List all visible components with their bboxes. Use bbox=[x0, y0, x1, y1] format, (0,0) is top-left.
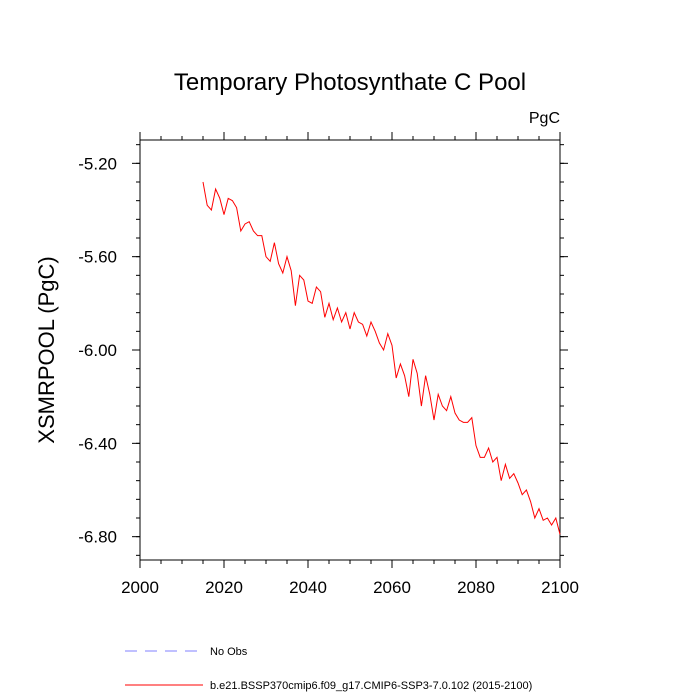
legend: No Obs b.e21.BSSP370cmip6.f09_g17.CMIP6-S… bbox=[125, 646, 532, 692]
units-label: PgC bbox=[529, 110, 560, 127]
chart-title: Temporary Photosynthate C Pool bbox=[174, 69, 526, 96]
x-tick-label: 2100 bbox=[541, 578, 579, 597]
legend-label-0: No Obs bbox=[210, 646, 248, 658]
y-tick-label: -6.00 bbox=[78, 341, 117, 360]
y-tick-label: -6.40 bbox=[78, 434, 117, 453]
plot-frame bbox=[139, 139, 561, 561]
x-tick-label: 2060 bbox=[373, 578, 411, 597]
legend-label-1: b.e21.BSSP370cmip6.f09_g17.CMIP6-SSP3-7.… bbox=[210, 680, 532, 692]
x-tick-label: 2000 bbox=[121, 578, 159, 597]
y-tick-label: -6.80 bbox=[78, 528, 117, 547]
series-line-1 bbox=[202, 181, 561, 535]
axis-tick-labels: 2000 2020 2040 2060 2080 2100 -5.20 -5.60 -6.00 -… bbox=[78, 154, 579, 597]
y-axis-label: XSMRPOOL (PgC) bbox=[34, 256, 59, 443]
x-tick-label: 2040 bbox=[289, 578, 327, 597]
axis-ticks bbox=[132, 132, 568, 568]
x-tick-label: 2020 bbox=[205, 578, 243, 597]
x-tick-label: 2080 bbox=[457, 578, 495, 597]
y-tick-label: -5.20 bbox=[78, 154, 117, 173]
y-tick-label: -5.60 bbox=[78, 248, 117, 267]
series-layer bbox=[202, 181, 561, 535]
